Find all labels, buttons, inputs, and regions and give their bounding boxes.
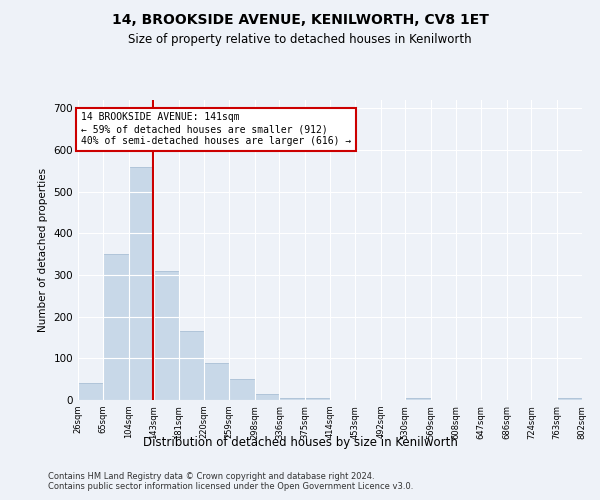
Bar [103,254,128,400]
Text: Contains public sector information licensed under the Open Government Licence v3: Contains public sector information licen… [48,482,413,491]
Bar [154,271,179,400]
Bar [128,166,154,400]
Bar [280,398,305,400]
Y-axis label: Number of detached properties: Number of detached properties [38,168,48,332]
Bar [254,394,280,400]
Text: Distribution of detached houses by size in Kenilworth: Distribution of detached houses by size … [143,436,457,449]
Bar [305,398,330,400]
Text: Contains HM Land Registry data © Crown copyright and database right 2024.: Contains HM Land Registry data © Crown c… [48,472,374,481]
Text: Size of property relative to detached houses in Kenilworth: Size of property relative to detached ho… [128,32,472,46]
Bar [204,362,229,400]
Bar [78,384,103,400]
Text: 14, BROOKSIDE AVENUE, KENILWORTH, CV8 1ET: 14, BROOKSIDE AVENUE, KENILWORTH, CV8 1E… [112,12,488,26]
Bar [406,398,431,400]
Bar [179,331,204,400]
Bar [557,398,582,400]
Text: 14 BROOKSIDE AVENUE: 141sqm
← 59% of detached houses are smaller (912)
40% of se: 14 BROOKSIDE AVENUE: 141sqm ← 59% of det… [80,112,351,146]
Bar [229,379,254,400]
